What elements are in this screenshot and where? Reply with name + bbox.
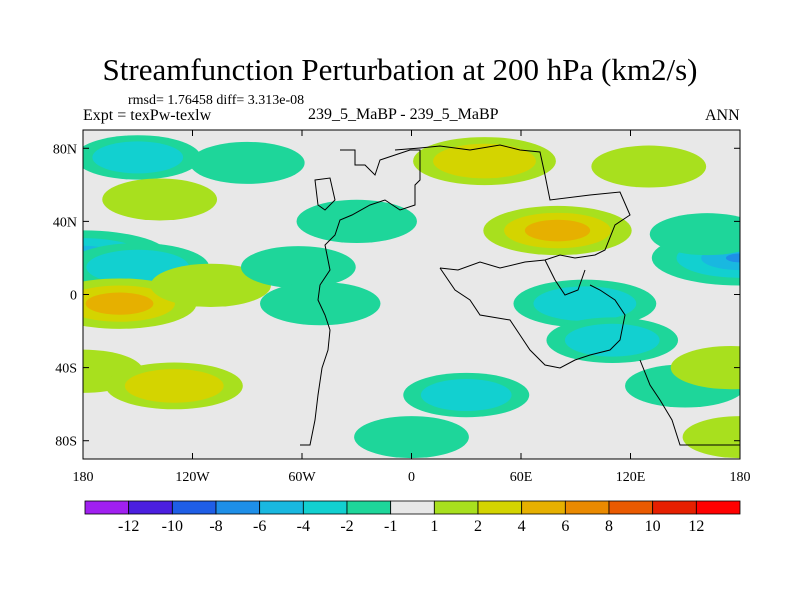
colorbar-box xyxy=(652,500,697,515)
x-tick-label: 180 xyxy=(730,470,751,485)
anomaly-band xyxy=(189,141,305,184)
colorbar-box xyxy=(477,500,523,515)
anomaly-11 xyxy=(260,282,381,326)
colorbar-box xyxy=(84,500,130,515)
colorbar-label: 12 xyxy=(688,518,704,535)
x-axis: 180 120W 60W 0 60E 120E 180 xyxy=(73,130,751,485)
anomaly-1 xyxy=(189,141,305,184)
anomaly-band xyxy=(670,346,740,390)
colorbar-box xyxy=(215,500,261,515)
colorbar-box xyxy=(433,500,479,515)
stats-text: rmsd= 1.76458 diff= 3.313e-08 xyxy=(128,93,305,108)
experiment-label: Expt = texPw-texlw xyxy=(83,107,212,124)
anomaly-17 xyxy=(546,317,679,363)
colorbar-label: -2 xyxy=(340,518,353,535)
anomaly-band xyxy=(124,369,224,403)
anomaly-band xyxy=(682,416,740,459)
colorbar-box xyxy=(521,500,566,515)
colorbar-box xyxy=(346,500,392,515)
coastline-greenland xyxy=(314,177,336,211)
colorbar-box xyxy=(564,500,610,515)
anomaly-band xyxy=(420,379,512,412)
case-label: 239_5_MaBP - 239_5_MaBP xyxy=(308,106,499,123)
anomaly-band xyxy=(102,178,218,221)
y-tick-label: 80N xyxy=(53,142,77,157)
colorbar-box xyxy=(128,500,173,515)
colorbar-label: -1 xyxy=(384,518,397,535)
season-label: ANN xyxy=(705,107,740,124)
anomaly-12 xyxy=(296,199,417,243)
coastline-eurasia xyxy=(394,144,631,271)
colorbar-label: -10 xyxy=(162,518,183,535)
anomaly-band xyxy=(150,263,271,307)
anomaly-22 xyxy=(682,416,740,459)
anomaly-16 xyxy=(513,279,657,328)
y-tick-label: 80S xyxy=(55,435,77,450)
colorbar-label: -8 xyxy=(209,518,222,535)
y-tick-label: 40S xyxy=(55,362,77,377)
anomaly-band xyxy=(433,143,536,179)
anomaly-layer xyxy=(83,135,740,459)
anomaly-0 xyxy=(83,135,201,180)
x-tick-label: 120E xyxy=(616,470,646,485)
colorbar-label: 8 xyxy=(605,518,613,535)
anomaly-band xyxy=(564,323,660,357)
anomaly-20 xyxy=(670,346,740,390)
colorbar-label: 2 xyxy=(474,518,482,535)
x-tick-label: 120W xyxy=(175,470,210,485)
x-tick-label: 60E xyxy=(510,470,533,485)
anomaly-13 xyxy=(413,137,556,186)
anomaly-band xyxy=(85,292,154,315)
anomaly-10 xyxy=(240,246,356,289)
y-axis: 80N 40N 0 40S 80S xyxy=(53,142,740,450)
colorbar-label: -4 xyxy=(297,518,310,535)
colorbar-box xyxy=(695,500,741,515)
coastline-layer xyxy=(300,144,740,446)
colorbar-box xyxy=(171,500,217,515)
colorbar-label: 4 xyxy=(518,518,526,535)
anomaly-band xyxy=(296,199,417,243)
anomaly-21 xyxy=(649,213,740,256)
coastline-india xyxy=(544,259,586,296)
anomaly-5 xyxy=(102,178,218,221)
x-tick-label: 60W xyxy=(288,470,316,485)
anomaly-23 xyxy=(354,416,469,459)
anomaly-band xyxy=(354,416,469,459)
anomaly-15 xyxy=(483,205,632,256)
colorbar: -12 -10 -8 -6 -4 -2 -1 1 2 4 6 8 10 12 xyxy=(84,500,741,535)
coastline-africa xyxy=(439,267,626,369)
colorbar-label: 10 xyxy=(645,518,661,535)
anomaly-18 xyxy=(403,372,530,418)
x-tick-label: 0 xyxy=(408,470,415,485)
anomaly-band xyxy=(591,145,707,188)
anomaly-band xyxy=(533,286,637,321)
y-tick-label: 0 xyxy=(70,289,77,304)
colorbar-box xyxy=(302,500,348,515)
anomaly-9 xyxy=(105,362,243,410)
colorbar-box xyxy=(390,500,435,515)
anomaly-band xyxy=(649,213,740,256)
coastline-southern xyxy=(639,359,740,446)
anomaly-band xyxy=(92,141,184,174)
anomaly-band xyxy=(240,246,356,289)
colorbar-label: 6 xyxy=(561,518,569,535)
anomaly-band xyxy=(260,282,381,326)
anomaly-band xyxy=(524,219,591,242)
coastline-americas xyxy=(300,149,421,446)
chart-title: Streamfunction Perturbation at 200 hPa (… xyxy=(102,52,698,87)
y-tick-label: 40N xyxy=(53,215,77,230)
anomaly-8 xyxy=(150,263,271,307)
colorbar-label: -12 xyxy=(118,518,139,535)
colorbar-label: 1 xyxy=(430,518,438,535)
anomaly-14 xyxy=(591,145,707,188)
x-tick-label: 180 xyxy=(73,470,94,485)
colorbar-box xyxy=(259,500,304,515)
colorbar-box xyxy=(608,500,654,515)
anomaly-band xyxy=(725,253,740,263)
colorbar-label: -6 xyxy=(253,518,266,535)
